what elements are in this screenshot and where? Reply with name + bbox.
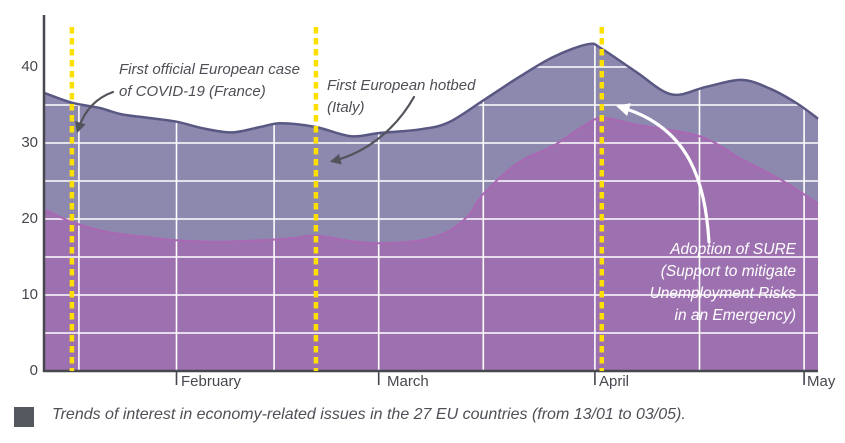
- lower-curve: [43, 116, 819, 245]
- annotation-italy-line-1: First European hotbed: [327, 77, 476, 94]
- x-axis-label-february: February: [181, 373, 242, 390]
- annotation-sure-line-3: Unemployment Risks: [649, 285, 796, 302]
- annotation-sure-line-4: in an Emergency): [674, 307, 796, 324]
- italy-arrow: [329, 95, 416, 165]
- annotation-france-line-1: First official European case: [119, 61, 300, 78]
- upper-curve: [43, 42, 819, 138]
- annotation-sure: Adoption of SURE (Support to mitigate Un…: [650, 239, 796, 327]
- annotation-france: First official European case of COVID-19…: [119, 59, 300, 103]
- annotation-france-line-2: of COVID-19 (France): [119, 83, 266, 100]
- annotation-sure-line-1: Adoption of SURE: [670, 241, 796, 258]
- sure-arrow: [616, 103, 711, 244]
- y-axis-label-30: 30: [21, 134, 38, 151]
- y-axis-label-20: 20: [21, 210, 38, 227]
- y-axis-label-40: 40: [21, 58, 38, 75]
- x-axis-label-march: March: [387, 373, 429, 390]
- annotation-italy-line-2: (Italy): [327, 99, 365, 116]
- x-axis-label-april: April: [599, 373, 630, 390]
- figure-caption: Trends of interest in economy-related is…: [52, 406, 686, 423]
- y-axis-label-10: 10: [21, 286, 38, 303]
- y-axis-label-0: 0: [29, 362, 38, 379]
- annotation-sure-line-2: (Support to mitigate: [660, 263, 796, 280]
- caption-bullet-square: [14, 407, 34, 427]
- annotation-italy: First European hotbed (Italy): [327, 75, 475, 119]
- france-arrow: [75, 90, 115, 134]
- x-axis-label-may: May: [807, 373, 836, 390]
